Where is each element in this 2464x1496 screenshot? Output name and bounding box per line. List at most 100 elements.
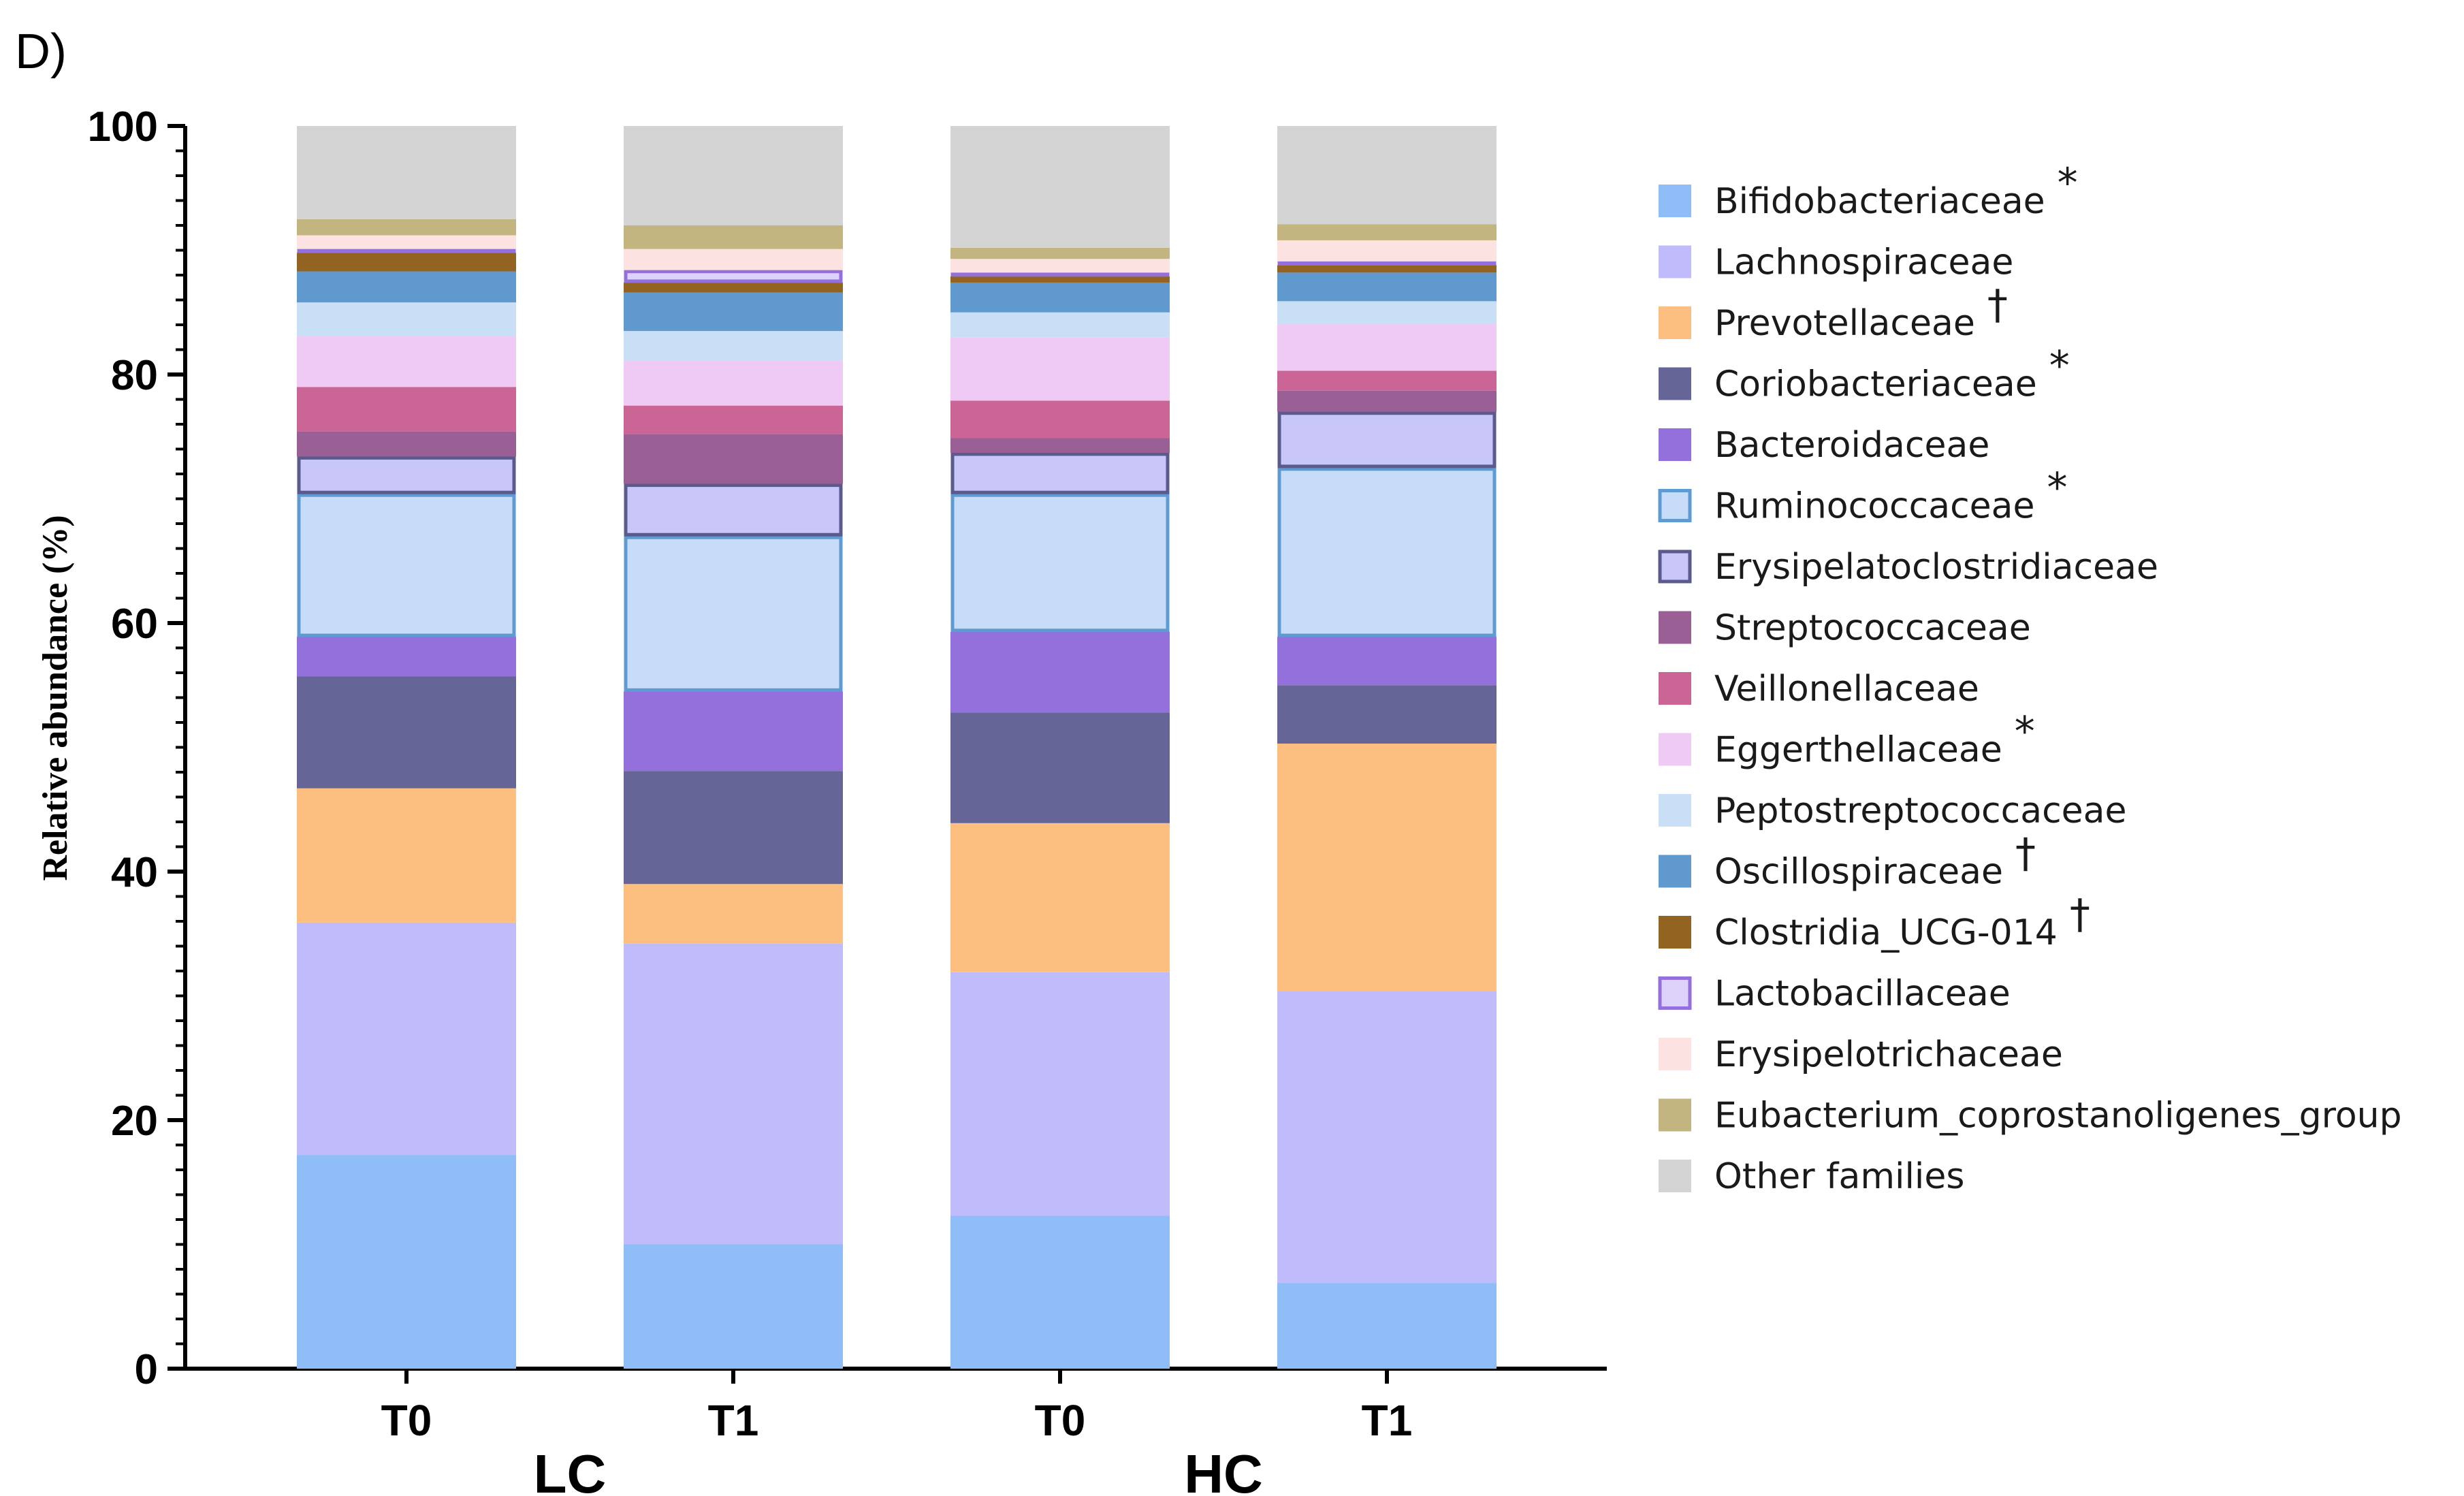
bar-segment bbox=[624, 884, 843, 944]
bar-segment bbox=[624, 943, 843, 1245]
legend-label: Bacteroidaceae bbox=[1714, 425, 1989, 466]
bar-segment bbox=[1277, 323, 1497, 371]
legend-swatch bbox=[1659, 855, 1691, 888]
y-axis-label: Relative abundance (%) bbox=[36, 515, 75, 880]
bar-segment bbox=[950, 400, 1170, 439]
legend-item: Eggerthellaceae * bbox=[1659, 708, 2035, 771]
legend-significance-mark: * bbox=[2058, 159, 2078, 207]
legend-item: Other families bbox=[1659, 1156, 1964, 1197]
bar-segment bbox=[297, 788, 516, 923]
bar-segment bbox=[950, 823, 1170, 972]
legend-label: Prevotellaceae bbox=[1714, 303, 1975, 344]
legend-label: Oscillospiraceae bbox=[1714, 852, 2003, 893]
legend-significance-mark: † bbox=[2015, 830, 2036, 878]
bar-segment bbox=[624, 225, 843, 249]
bar-segment bbox=[1277, 126, 1497, 225]
y-tick-label: 100 bbox=[88, 104, 158, 150]
bar-segment bbox=[1277, 744, 1497, 991]
legend-swatch bbox=[1659, 306, 1691, 339]
legend-item: Eubacterium_coprostanoligenes_group bbox=[1659, 1096, 2402, 1136]
bar-segment bbox=[950, 452, 1170, 494]
bar-segment bbox=[297, 235, 516, 249]
legend-significance-mark: * bbox=[2047, 464, 2068, 512]
legend-item: Bifidobacteriaceae * bbox=[1659, 159, 2078, 222]
legend-swatch bbox=[1659, 672, 1691, 705]
bar-segment bbox=[297, 126, 516, 219]
bar-stack bbox=[1277, 126, 1497, 1369]
bar-segment bbox=[297, 456, 516, 494]
legend-swatch bbox=[1659, 611, 1691, 644]
bar-segment bbox=[1277, 272, 1497, 302]
x-axis-labels: T0 T1 T0 T1 LC HC bbox=[381, 1396, 1413, 1496]
x-category-label: T1 bbox=[708, 1396, 759, 1445]
bar-segment bbox=[624, 1244, 843, 1369]
legend-label: Ruminococcaceae bbox=[1714, 486, 2035, 527]
bar-segment bbox=[297, 676, 516, 789]
bar-segment bbox=[624, 771, 843, 885]
bar-segment bbox=[297, 302, 516, 336]
bar-segment bbox=[624, 405, 843, 434]
legend-swatch bbox=[1659, 185, 1691, 217]
bar-segment bbox=[297, 271, 516, 303]
legend-swatch bbox=[1659, 794, 1691, 827]
bar-segment bbox=[1277, 637, 1497, 686]
bar-segment bbox=[1277, 1283, 1497, 1369]
bar-segment bbox=[950, 247, 1170, 259]
x-category-label: T0 bbox=[381, 1396, 432, 1445]
bar-segment bbox=[1277, 370, 1497, 391]
legend-label: Clostridia_UCG-014 bbox=[1714, 912, 2058, 953]
bar-segment bbox=[950, 493, 1170, 633]
bar-segment bbox=[950, 126, 1170, 248]
bar-segment bbox=[624, 483, 843, 537]
bar-segment bbox=[950, 972, 1170, 1216]
legend-significance-mark: * bbox=[2049, 343, 2070, 390]
legend-label: Bifidobacteriaceae bbox=[1714, 181, 2045, 222]
legend-label: Lachnospiraceae bbox=[1714, 242, 2013, 283]
bars bbox=[297, 126, 1497, 1369]
bar-segment bbox=[624, 535, 843, 692]
bar-segment bbox=[624, 331, 843, 361]
legend-swatch bbox=[1659, 916, 1691, 949]
y-tick-label: 20 bbox=[111, 1098, 158, 1145]
bar-segment bbox=[950, 337, 1170, 401]
legend-item: Oscillospiraceae † bbox=[1659, 830, 2036, 893]
group-label: HC bbox=[1184, 1444, 1263, 1496]
bar-segment bbox=[1277, 685, 1497, 744]
bar-stack bbox=[297, 126, 516, 1369]
legend-label: Eggerthellaceae bbox=[1714, 730, 2002, 771]
legend-swatch bbox=[1659, 245, 1691, 278]
bar-segment bbox=[297, 253, 516, 272]
bar-segment bbox=[297, 336, 516, 387]
bar-segment bbox=[950, 631, 1170, 713]
y-tick-label: 60 bbox=[111, 601, 158, 648]
bar-segment bbox=[1277, 411, 1497, 468]
group-label: LC bbox=[534, 1444, 607, 1496]
y-tick-label: 40 bbox=[111, 849, 158, 896]
bar-segment bbox=[1277, 301, 1497, 324]
legend-label: Veillonellaceae bbox=[1714, 669, 1979, 710]
bar-segment bbox=[1277, 265, 1497, 273]
legend-item: Coriobacteriaceae * bbox=[1659, 343, 2070, 405]
legend-swatch bbox=[1659, 1038, 1691, 1070]
x-category-label: T1 bbox=[1362, 1396, 1413, 1445]
bar-segment bbox=[624, 270, 843, 283]
bar-segment bbox=[624, 360, 843, 406]
legend-label: Erysipelatoclostridiaceae bbox=[1714, 547, 2158, 588]
legend-label: Lactobacillaceae bbox=[1714, 974, 2011, 1015]
bar-segment bbox=[1277, 991, 1497, 1284]
legend: Bifidobacteriaceae * Lachnospiraceae Prevot… bbox=[1658, 159, 2402, 1197]
bar-segment bbox=[950, 1215, 1170, 1369]
bar-segment bbox=[297, 493, 516, 637]
legend-label: Erysipelotrichaceae bbox=[1714, 1034, 2063, 1075]
bar-segment bbox=[1277, 261, 1497, 266]
bar-segment bbox=[950, 712, 1170, 823]
bar-segment bbox=[1277, 224, 1497, 240]
legend-swatch bbox=[1659, 733, 1691, 766]
legend-label: Eubacterium_coprostanoligenes_group bbox=[1714, 1096, 2402, 1136]
legend-label: Peptostreptococcaceae bbox=[1714, 791, 2127, 831]
bar-segment bbox=[1277, 240, 1497, 261]
y-tick-label: 80 bbox=[111, 352, 158, 399]
bar-segment bbox=[624, 434, 843, 484]
legend-swatch bbox=[1659, 1160, 1691, 1192]
